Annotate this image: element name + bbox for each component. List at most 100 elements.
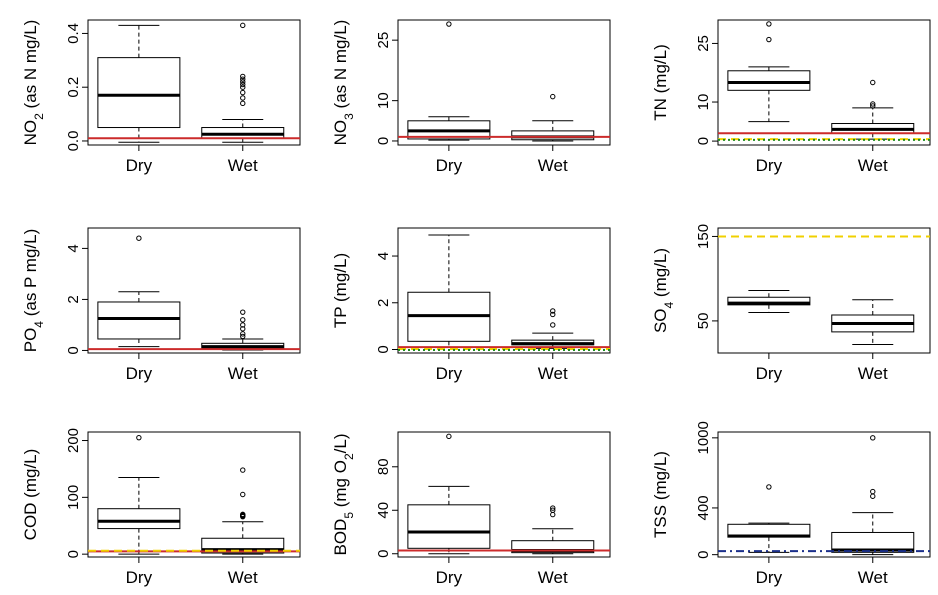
y-axis-label: SO4 (mg/L) [651,248,676,333]
outlier-point [766,21,772,27]
x-tick-label: Wet [228,156,258,175]
y-axis-label-text: /L) [331,433,350,453]
x-tick-label: Dry [436,156,463,175]
y-axis-label-text: NO [331,120,350,146]
plot-frame [717,431,931,558]
y-tick-label: 0.2 [65,77,82,98]
x-tick-label: Dry [436,364,463,383]
x-tick-label: Dry [126,364,153,383]
y-tick-label: 400 [695,495,712,520]
y-axis-label-text: (as N mg/L) [21,20,40,114]
x-tick-label: Dry [126,568,153,587]
y-tick-label: 0.0 [65,131,82,152]
y-tick-label: 0 [375,550,392,558]
y-tick-label: 2 [375,299,392,307]
y-tick-label: 25 [375,32,392,49]
y-tick-label: 0 [695,137,712,145]
boxplot-panel-5: 0 2 4 TP (mg/L) Dry Wet [331,227,611,383]
y-tick-label: 4 [375,252,392,260]
y-axis-label-subscript: 4 [32,321,46,328]
x-tick-label: Wet [538,568,568,587]
outlier-point [136,434,142,441]
box-wet [511,130,595,141]
box-dry [727,70,811,91]
outlier-point [240,89,246,96]
x-tick-label: Dry [756,364,783,383]
outlier-point [240,491,246,498]
y-axis-label-text: COD (mg/L) [21,449,40,541]
outlier-point [550,308,556,314]
plot-frame [717,227,931,354]
y-tick-label: 40 [375,502,392,519]
x-tick-label: Dry [126,156,153,175]
y-axis-label: TSS (mg/L) [651,451,670,538]
plot-frame [717,19,931,146]
box-dry [97,508,181,530]
outlier-point [870,101,876,107]
y-tick-label: 150 [695,224,712,249]
box-wet [511,540,595,554]
boxplot-panel-3: 0 10 25 TN (mg/L) Dry Wet [651,19,931,175]
y-tick-label: 25 [695,35,712,52]
y-tick-label: 0 [65,346,82,354]
outlier-point [136,235,142,241]
outlier-point [550,311,556,318]
box-dry [97,57,181,129]
reference-lines [398,346,610,351]
y-axis-label-text: (as N mg/L) [331,20,350,114]
outlier-point [240,22,246,29]
x-tick-label: Wet [858,568,888,587]
y-axis-label-subscript: 3 [342,113,356,120]
y-tick-label: 200 [65,428,82,453]
outlier-point [240,81,246,88]
y-axis-label-text: TSS (mg/L) [651,451,670,538]
y-axis-label-text: (as P mg/L) [21,229,40,321]
box-wet [831,531,915,553]
y-axis-label: TP (mg/L) [331,253,350,328]
y-tick-label: 100 [65,485,82,510]
outlier-point [446,433,452,440]
y-tick-label: 10 [695,94,712,111]
y-axis-label: PO4 (as P mg/L) [21,229,46,353]
y-tick-label: 0.4 [65,23,82,44]
y-axis-label-subscript: 5 [342,512,356,519]
x-tick-label: Wet [228,364,258,383]
outlier-point [766,484,772,490]
outlier-point [550,511,556,518]
box-dry [727,296,811,306]
outlier-point [550,505,556,511]
plot-frame [397,227,611,354]
y-axis-label-text: SO [651,308,670,333]
box-dry [97,301,181,340]
boxplot-panel-8: 0 40 80 BOD5 (mg O2/L) Dry Wet [331,431,611,587]
x-tick-label: Wet [858,364,888,383]
outlier-point [240,76,246,82]
outlier-point [870,79,876,86]
y-tick-label: 10 [375,92,392,109]
y-axis-label-text: NO [21,120,40,146]
y-axis-label: NO3 (as N mg/L) [331,20,356,146]
outlier-point [240,331,246,337]
outlier-point [240,511,246,518]
boxplot-panel-6: 50 150 SO4 (mg/L) Dry Wet [651,224,931,383]
y-axis-label-text: (mg O [331,460,350,512]
outlier-point [240,100,246,107]
y-axis-label: NO2 (as N mg/L) [21,20,46,146]
boxplot-panel-7: 0 100 200 COD (mg/L) Dry Wet [21,428,301,587]
x-tick-label: Wet [538,364,568,383]
plot-frame [87,19,301,146]
y-axis-label: BOD5 (mg O2/L) [331,433,356,555]
y-axis-label-text: TN (mg/L) [651,44,670,121]
plot-frame [87,431,301,558]
y-axis-label-text: TP (mg/L) [331,253,350,328]
outlier-point [870,488,876,495]
outlier-point [870,103,876,109]
box-dry [407,504,491,549]
outlier-point [870,435,876,441]
outlier-point [550,322,556,328]
outlier-point [240,73,246,80]
outlier-point [240,467,246,473]
outlier-point [550,507,556,513]
